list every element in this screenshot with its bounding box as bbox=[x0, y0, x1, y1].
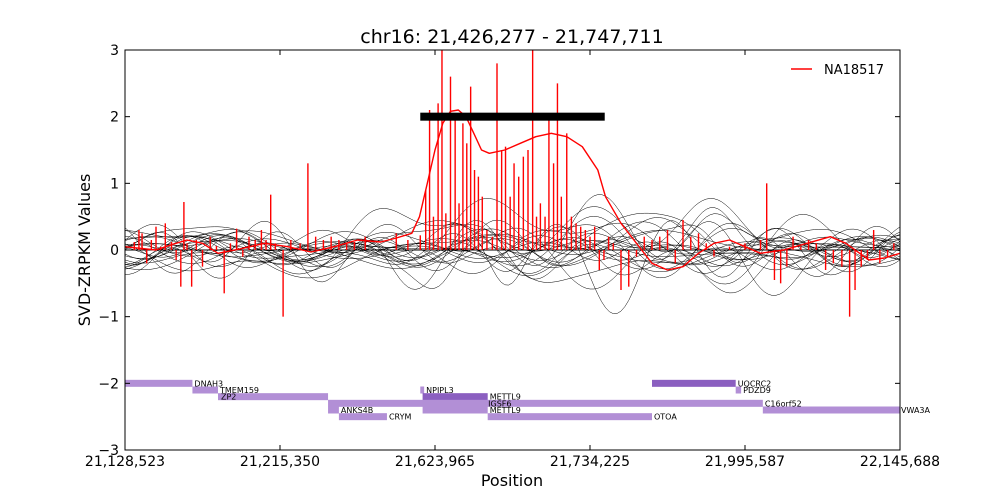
gene-bar bbox=[328, 406, 339, 414]
x-axis-label: Position bbox=[481, 471, 543, 490]
sample-smooth-line bbox=[125, 109, 900, 271]
gene-bar bbox=[125, 379, 193, 387]
x-tick-label: 21,734,225 bbox=[550, 454, 630, 470]
y-tick-label: 1 bbox=[110, 176, 119, 192]
gene-label: NPIPL3 bbox=[426, 386, 454, 395]
gene-bar bbox=[338, 413, 387, 421]
chart-title: chr16: 21,426,277 - 21,747,711 bbox=[360, 26, 663, 48]
gene-label: IGSF6 bbox=[488, 399, 511, 408]
gene-label: OTOA bbox=[654, 413, 677, 422]
reference-series-line bbox=[125, 220, 900, 283]
reference-series-line bbox=[125, 226, 900, 277]
x-tick-label: 21,215,350 bbox=[240, 454, 320, 470]
reference-series-line bbox=[125, 214, 900, 290]
y-tick-label: 3 bbox=[110, 43, 119, 59]
y-tick-label: −2 bbox=[98, 376, 119, 392]
gene-label: ANKS4B bbox=[341, 406, 373, 415]
gene-bar bbox=[328, 399, 763, 407]
reference-series-line bbox=[125, 222, 900, 286]
reference-series-line bbox=[125, 226, 900, 277]
reference-series-line bbox=[125, 217, 900, 268]
gene-label: C16orf52 bbox=[765, 399, 802, 408]
reference-series-line bbox=[125, 206, 900, 264]
gene-label: UQCRC2 bbox=[738, 379, 772, 388]
gene-bar bbox=[652, 379, 736, 387]
gene-bar bbox=[218, 393, 329, 401]
reference-series-line bbox=[125, 235, 900, 294]
x-tick-label: 21,623,965 bbox=[395, 454, 475, 470]
reference-series-line bbox=[125, 198, 900, 279]
gene-label: METTL9 bbox=[490, 393, 521, 402]
reference-series-line bbox=[125, 207, 900, 270]
reference-series-line bbox=[125, 198, 900, 271]
sample-spikes-group bbox=[133, 50, 895, 317]
x-tick-label: 21,995,587 bbox=[705, 454, 785, 470]
reference-series-line bbox=[125, 220, 900, 290]
reference-series-line bbox=[125, 230, 900, 270]
gene-bar bbox=[487, 413, 652, 421]
gene-bar bbox=[420, 386, 425, 394]
reference-series-line bbox=[125, 221, 900, 267]
reference-series-line bbox=[125, 194, 900, 296]
gene-track-group bbox=[125, 379, 900, 421]
gene-bar bbox=[422, 393, 488, 401]
gene-bar bbox=[422, 406, 488, 414]
plot-clipped-layer bbox=[125, 50, 900, 421]
gene-label: TMEM159 bbox=[219, 386, 259, 395]
gene-bar bbox=[192, 386, 218, 394]
cnv-call-bar bbox=[420, 112, 605, 121]
gene-bar bbox=[735, 386, 742, 394]
x-tick-label: 21,128,523 bbox=[85, 454, 165, 470]
gene-label: ZP2 bbox=[221, 393, 236, 402]
gene-bar bbox=[762, 406, 900, 414]
reference-series-line bbox=[125, 213, 900, 275]
gene-label: METTL9 bbox=[490, 406, 521, 415]
y-tick-label: −1 bbox=[98, 310, 119, 326]
y-tick-label: 0 bbox=[110, 243, 119, 259]
gene-label: VWA3A bbox=[901, 406, 931, 415]
reference-series-line bbox=[125, 233, 900, 289]
gene-label: CRYM bbox=[389, 413, 412, 422]
reference-series-group bbox=[125, 194, 900, 314]
gene-label: DNAH3 bbox=[194, 379, 223, 388]
y-tick-label: 2 bbox=[110, 110, 119, 126]
y-axis-label: SVD-ZRPKM Values bbox=[75, 174, 94, 327]
reference-series-line bbox=[125, 230, 900, 279]
y-tick-label: −3 bbox=[98, 443, 119, 459]
gene-label: PDZD9 bbox=[743, 386, 771, 395]
x-tick-label: 22,145,688 bbox=[860, 454, 940, 470]
legend-label: NA18517 bbox=[824, 63, 884, 78]
